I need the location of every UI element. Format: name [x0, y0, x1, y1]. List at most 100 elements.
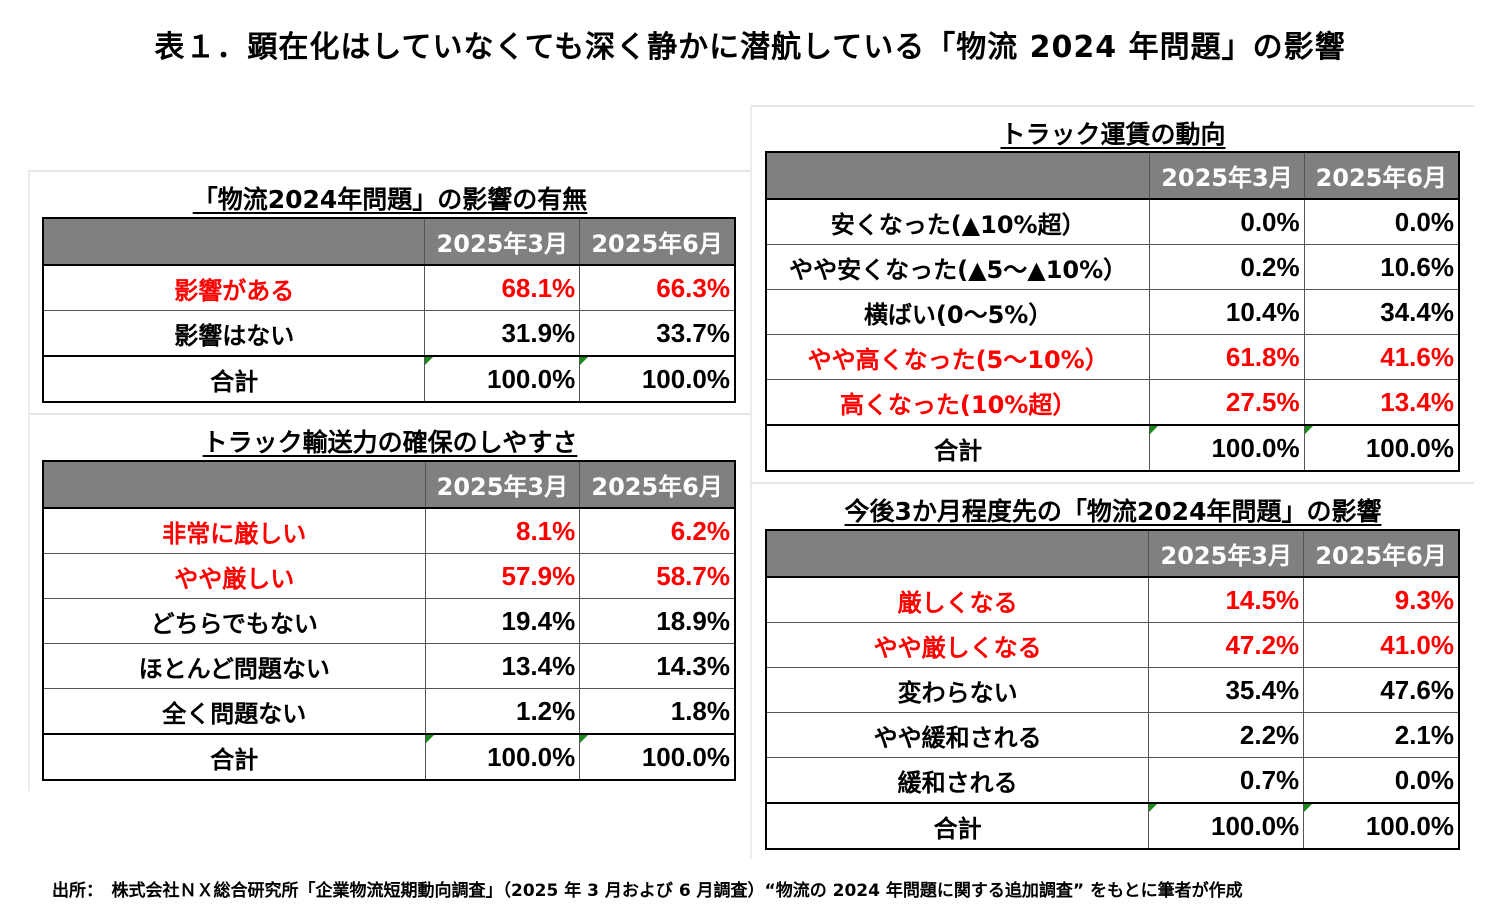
- table-row: やや厳しくなる 47.2% 41.0%: [765, 622, 1460, 668]
- row-label: 合計: [765, 802, 1150, 850]
- panel-impact: 「物流2024年問題」の影響の有無 2025年3月 2025年6月 影響がある 68.…: [28, 170, 750, 413]
- table-row: やや緩和される 2.2% 2.1%: [765, 712, 1460, 758]
- column-header: 2025年3月: [1149, 151, 1305, 200]
- row-label: ほとんど問題ない: [42, 643, 426, 689]
- table-row: どちらでもない 19.4% 18.9%: [42, 598, 736, 644]
- table-row: 安くなった(▲10%超） 0.0% 0.0%: [765, 198, 1460, 245]
- value-2025-03: 61.8%: [1149, 334, 1305, 380]
- row-label: やや緩和される: [765, 712, 1150, 758]
- table-title: 今後3か月程度先の「物流2024年問題」の影響: [844, 497, 1382, 526]
- corner-cell: [42, 460, 426, 509]
- header-row: 2025年3月 2025年6月: [765, 151, 1460, 200]
- value-2025-06: 58.7%: [579, 553, 736, 599]
- value-2025-03: 10.4%: [1149, 289, 1305, 335]
- table-row: やや厳しい 57.9% 58.7%: [42, 553, 736, 599]
- table-row: 全く問題ない 1.2% 1.8%: [42, 688, 736, 735]
- value-2025-03: 2.2%: [1148, 712, 1305, 758]
- row-label: やや安くなった(▲5～▲10%）: [765, 244, 1151, 290]
- corner-cell: [765, 151, 1151, 200]
- value-2025-06: 41.6%: [1303, 334, 1460, 380]
- table-row: 影響がある 68.1% 66.3%: [42, 264, 736, 311]
- value-2025-06: 18.9%: [579, 598, 736, 644]
- value-2025-06: 6.2%: [579, 507, 736, 554]
- total-row: 合計 100.0% 100.0%: [765, 424, 1460, 472]
- value-2025-06: 100.0%: [579, 355, 736, 403]
- table-row: 非常に厳しい 8.1% 6.2%: [42, 507, 736, 554]
- value-2025-06: 33.7%: [579, 310, 736, 357]
- value-2025-06: 66.3%: [579, 264, 736, 311]
- value-2025-03: 57.9%: [424, 553, 581, 599]
- value-2025-03: 31.9%: [424, 310, 581, 357]
- total-row: 合計 100.0% 100.0%: [765, 802, 1460, 850]
- row-label: 全く問題ない: [42, 688, 426, 735]
- column-header: 2025年6月: [579, 460, 736, 509]
- row-label: 横ばい(0～5%）: [765, 289, 1151, 335]
- value-2025-03: 35.4%: [1148, 667, 1305, 713]
- total-row: 合計 100.0% 100.0%: [42, 355, 736, 403]
- value-2025-03: 47.2%: [1148, 622, 1305, 668]
- value-2025-03: 100.0%: [1149, 424, 1305, 472]
- value-2025-06: 9.3%: [1303, 576, 1460, 623]
- table-row: やや安くなった(▲5～▲10%） 0.2% 10.6%: [765, 244, 1460, 290]
- row-label: 合計: [765, 424, 1151, 472]
- table-title: トラック輸送力の確保のしやすさ: [202, 428, 578, 457]
- table-row: やや高くなった(5～10%） 61.8% 41.6%: [765, 334, 1460, 380]
- value-2025-06: 14.3%: [579, 643, 736, 689]
- value-2025-06: 34.4%: [1303, 289, 1460, 335]
- value-2025-03: 68.1%: [424, 264, 581, 311]
- corner-cell: [42, 217, 426, 266]
- row-label: 合計: [42, 355, 426, 403]
- value-2025-06: 100.0%: [579, 733, 736, 781]
- value-2025-03: 8.1%: [424, 507, 581, 554]
- header-row: 2025年3月 2025年6月: [42, 460, 736, 509]
- row-label: やや厳しい: [42, 553, 426, 599]
- table-title: 「物流2024年問題」の影響の有無: [192, 185, 588, 214]
- row-label: やや高くなった(5～10%）: [765, 334, 1151, 380]
- column-header: 2025年3月: [424, 460, 581, 509]
- value-2025-03: 100.0%: [1148, 802, 1305, 850]
- page-title: 表１．顕在化はしていなくても深く静かに潜航している「物流 2024 年問題」の影…: [154, 30, 1346, 65]
- row-label: 影響がある: [42, 264, 426, 311]
- column-header: 2025年3月: [1148, 529, 1305, 578]
- header-row: 2025年3月 2025年6月: [42, 217, 736, 266]
- row-label: 安くなった(▲10%超）: [765, 198, 1151, 245]
- row-label: 緩和される: [765, 757, 1150, 804]
- row-label: 非常に厳しい: [42, 507, 426, 554]
- value-2025-06: 0.0%: [1303, 198, 1460, 245]
- table-row: 影響はない 31.9% 33.7%: [42, 310, 736, 357]
- value-2025-06: 41.0%: [1303, 622, 1460, 668]
- value-2025-06: 100.0%: [1303, 802, 1460, 850]
- value-2025-06: 1.8%: [579, 688, 736, 735]
- table-row: ほとんど問題ない 13.4% 14.3%: [42, 643, 736, 689]
- row-label: 影響はない: [42, 310, 426, 357]
- table-row: 厳しくなる 14.5% 9.3%: [765, 576, 1460, 623]
- row-label: 厳しくなる: [765, 576, 1150, 623]
- row-label: 合計: [42, 733, 426, 781]
- row-label: 高くなった(10%超）: [765, 379, 1151, 426]
- header-row: 2025年3月 2025年6月: [765, 529, 1460, 578]
- column-header: 2025年6月: [579, 217, 736, 266]
- row-label: やや厳しくなる: [765, 622, 1150, 668]
- panel-freight: トラック運賃の動向 2025年3月 2025年6月 安くなった(▲10%超） 0.0%…: [750, 105, 1474, 482]
- value-2025-06: 0.0%: [1303, 757, 1460, 804]
- value-2025-03: 0.2%: [1149, 244, 1305, 290]
- table-row: 緩和される 0.7% 0.0%: [765, 757, 1460, 804]
- source-note: 出所： 株式会社ＮＸ総合研究所「企業物流短期動向調査」（2025 年 3 月およ…: [52, 881, 1243, 901]
- table-row: 高くなった(10%超） 27.5% 13.4%: [765, 379, 1460, 426]
- column-header: 2025年6月: [1303, 529, 1460, 578]
- freight-table: 2025年3月 2025年6月 安くなった(▲10%超） 0.0% 0.0% やや安くなっ…: [765, 151, 1460, 472]
- value-2025-06: 100.0%: [1303, 424, 1460, 472]
- value-2025-03: 19.4%: [424, 598, 581, 644]
- table-row: 横ばい(0～5%） 10.4% 34.4%: [765, 289, 1460, 335]
- value-2025-03: 13.4%: [424, 643, 581, 689]
- panel-outlook: 今後3か月程度先の「物流2024年問題」の影響 2025年3月 2025年6月 厳し…: [750, 482, 1474, 859]
- value-2025-03: 27.5%: [1149, 379, 1305, 426]
- value-2025-03: 0.7%: [1148, 757, 1305, 804]
- value-2025-06: 47.6%: [1303, 667, 1460, 713]
- value-2025-06: 13.4%: [1303, 379, 1460, 426]
- impact-table: 2025年3月 2025年6月 影響がある 68.1% 66.3% 影響はない 31.9% 3…: [42, 217, 736, 403]
- capacity-table: 2025年3月 2025年6月 非常に厳しい 8.1% 6.2% やや厳しい 57.9% 58…: [42, 460, 736, 781]
- value-2025-03: 14.5%: [1148, 576, 1305, 623]
- value-2025-06: 2.1%: [1303, 712, 1460, 758]
- column-header: 2025年3月: [424, 217, 581, 266]
